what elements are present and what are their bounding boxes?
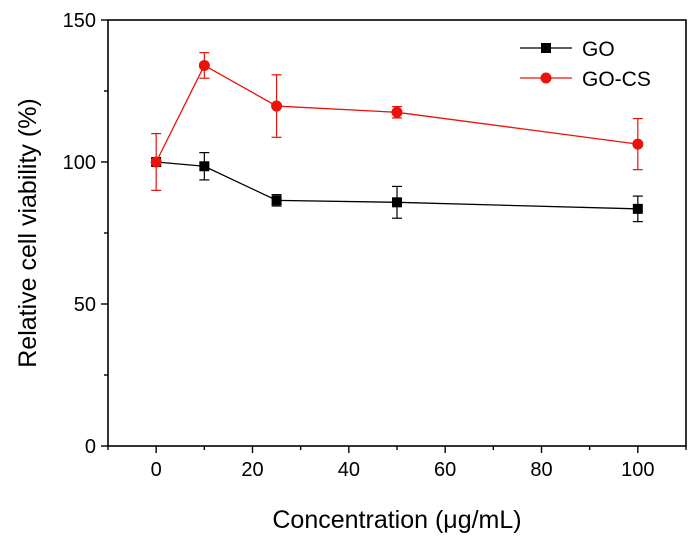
- plot-frame: [107, 19, 687, 447]
- axes: [107, 19, 687, 447]
- data-point-go-cs: [391, 106, 403, 118]
- y-tick-label: 0: [85, 436, 96, 458]
- x-tick-label: 100: [621, 459, 654, 481]
- series-go-cs: [150, 52, 644, 191]
- data-point-go-cs: [632, 138, 644, 150]
- legend-label-go: GO: [582, 38, 615, 61]
- y-axis-label: Relative cell viability (%): [14, 98, 42, 368]
- legend: GO GO-CS: [520, 38, 651, 91]
- x-tick-label: 60: [434, 459, 456, 481]
- data-point-go: [199, 161, 210, 172]
- x-tick-label: 40: [338, 459, 360, 481]
- series-layer: [150, 52, 644, 223]
- y-tick-label: 100: [63, 152, 96, 174]
- x-axis-label: Concentration (μg/mL): [272, 506, 521, 534]
- y-tick-label: 150: [63, 10, 96, 32]
- data-point-go-cs: [198, 59, 210, 71]
- y-axis-ticks: 0 50 100 150: [63, 10, 108, 458]
- legend-item-go: GO: [520, 38, 615, 61]
- legend-item-go-cs: GO-CS: [520, 68, 651, 91]
- x-axis-ticks: 0 20 40 60 80 100: [151, 446, 655, 481]
- data-point-go: [271, 195, 282, 206]
- minor-ticks: [104, 90, 687, 450]
- series-go: [151, 152, 643, 223]
- data-point-go: [392, 197, 402, 208]
- data-point-go-cs: [271, 100, 283, 112]
- legend-label-go-cs: GO-CS: [582, 68, 651, 91]
- y-tick-label: 50: [74, 294, 96, 316]
- data-point-go-cs: [150, 156, 162, 168]
- data-point-go: [632, 203, 643, 214]
- x-tick-label: 80: [530, 459, 552, 481]
- legend-marker-go: [541, 43, 551, 53]
- x-tick-label: 0: [151, 459, 162, 481]
- x-tick-label: 20: [241, 459, 263, 481]
- legend-marker-go-cs: [540, 72, 552, 84]
